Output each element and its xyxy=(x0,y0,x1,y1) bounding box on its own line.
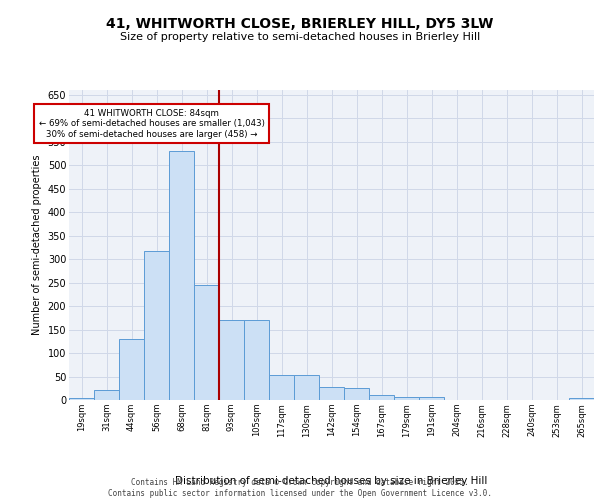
Text: Contains HM Land Registry data © Crown copyright and database right 2025.
Contai: Contains HM Land Registry data © Crown c… xyxy=(108,478,492,498)
Bar xyxy=(294,375,319,400)
Y-axis label: Number of semi-detached properties: Number of semi-detached properties xyxy=(32,155,42,335)
Bar xyxy=(119,339,144,400)
Bar xyxy=(219,320,244,400)
Bar xyxy=(269,375,294,400)
Text: 41, WHITWORTH CLOSE, BRIERLEY HILL, DY5 3LW: 41, WHITWORTH CLOSE, BRIERLEY HILL, DY5 … xyxy=(106,18,494,32)
Bar xyxy=(94,390,119,400)
Text: 41 WHITWORTH CLOSE: 84sqm
← 69% of semi-detached houses are smaller (1,043)
30% : 41 WHITWORTH CLOSE: 84sqm ← 69% of semi-… xyxy=(38,109,265,138)
Bar xyxy=(344,388,369,400)
Bar xyxy=(569,398,594,400)
Bar xyxy=(169,151,194,400)
Bar xyxy=(69,398,94,400)
Text: Size of property relative to semi-detached houses in Brierley Hill: Size of property relative to semi-detach… xyxy=(120,32,480,42)
Bar xyxy=(394,396,419,400)
Bar xyxy=(194,285,219,400)
Bar xyxy=(419,396,444,400)
Bar xyxy=(244,320,269,400)
Bar xyxy=(369,396,394,400)
X-axis label: Distribution of semi-detached houses by size in Brierley Hill: Distribution of semi-detached houses by … xyxy=(175,476,488,486)
Bar xyxy=(144,250,169,400)
Bar xyxy=(319,388,344,400)
